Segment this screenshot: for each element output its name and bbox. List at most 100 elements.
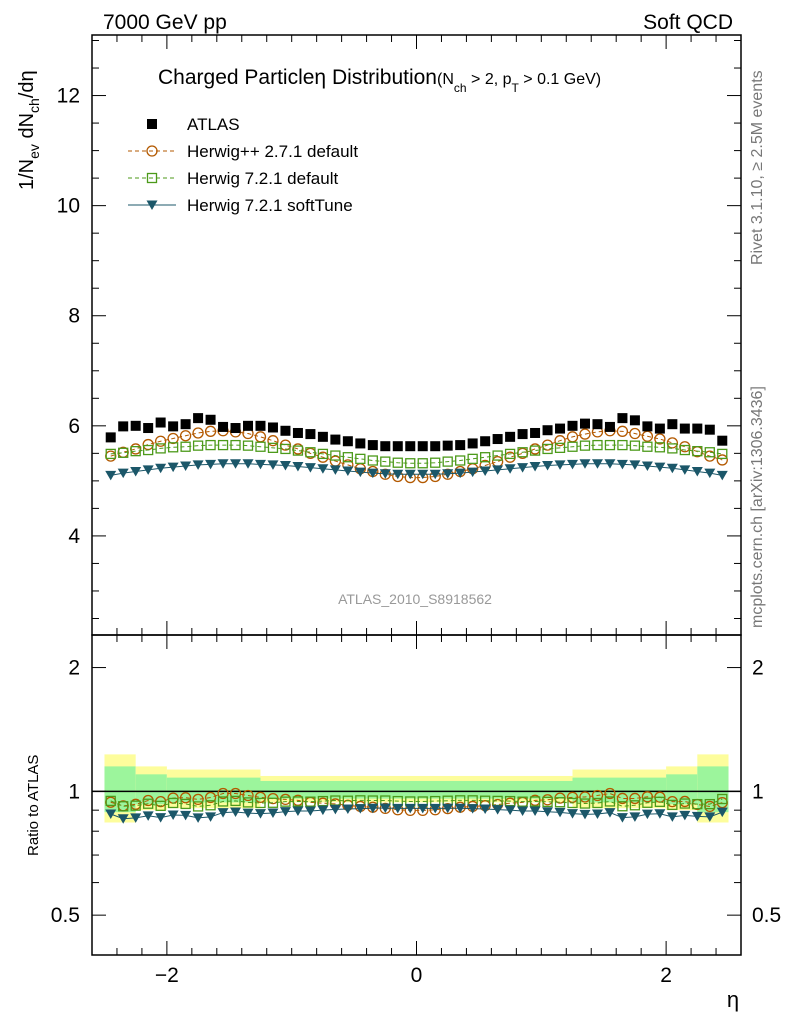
point-herwig721 — [542, 443, 553, 455]
point-herwigpp — [267, 435, 279, 447]
ratio-point-softtune — [492, 805, 504, 815]
ratio-point-softtune — [142, 811, 154, 821]
point-herwigpp — [716, 454, 728, 466]
ratio-point-herwig721 — [517, 796, 528, 807]
point-herwig721 — [167, 442, 179, 453]
ratio-point-herwigpp — [192, 793, 204, 806]
point-softtune — [567, 459, 579, 470]
point-herwig721 — [380, 456, 391, 467]
y-tick-label-right: 2 — [752, 657, 764, 680]
point-softtune — [429, 469, 441, 480]
point-atlas — [467, 438, 478, 449]
ratio-point-herwig721 — [717, 793, 728, 805]
ratio-point-softtune — [329, 804, 341, 815]
x-tick-label: −2 — [155, 964, 179, 987]
point-atlas — [180, 419, 191, 430]
point-herwig721 — [504, 448, 516, 460]
point-herwigpp — [179, 430, 192, 442]
ratio-point-softtune — [342, 804, 354, 814]
y-tick-label-right: 1 — [752, 780, 764, 803]
ratio-point-herwig721 — [267, 797, 279, 808]
ratio-point-herwig721 — [280, 796, 291, 807]
ratio-point-softtune — [641, 809, 653, 820]
point-herwigpp — [167, 432, 179, 445]
header-left: 7000 GeV pp — [103, 11, 227, 34]
point-atlas — [193, 413, 204, 424]
point-softtune — [180, 461, 192, 472]
point-herwig721 — [367, 455, 378, 466]
point-softtune — [691, 467, 703, 477]
point-herwig721 — [679, 444, 690, 456]
ratio-point-softtune — [267, 808, 279, 818]
ratio-point-softtune — [691, 811, 703, 822]
ratio-point-softtune — [155, 813, 167, 823]
point-atlas — [629, 415, 640, 426]
ratio-point-herwig721 — [554, 797, 566, 808]
ratio-point-herwig721 — [629, 800, 641, 811]
point-softtune — [504, 464, 516, 474]
y-tick-label: 6 — [68, 415, 80, 438]
point-atlas — [168, 421, 179, 432]
point-atlas — [243, 420, 254, 431]
point-softtune — [279, 460, 291, 471]
point-herwig721 — [143, 444, 154, 456]
point-herwigpp — [666, 437, 679, 449]
ratio-point-softtune — [292, 806, 304, 816]
ratio-point-herwig721 — [230, 795, 241, 807]
ratio-point-herwig721 — [317, 795, 329, 807]
ratio-point-herwigpp — [629, 792, 641, 805]
point-herwig721 — [118, 447, 129, 458]
point-atlas — [292, 427, 303, 438]
point-herwig721 — [392, 457, 403, 468]
point-softtune — [679, 465, 691, 475]
point-herwig721 — [317, 448, 329, 460]
ratio-point-softtune — [242, 808, 254, 819]
point-atlas — [205, 414, 216, 425]
point-herwigpp — [554, 435, 566, 447]
ratio-point-softtune — [704, 812, 716, 822]
point-herwig721 — [455, 455, 466, 466]
point-atlas — [692, 423, 703, 434]
ratio-point-softtune — [130, 813, 142, 823]
ratio-data-points — [105, 787, 728, 824]
x-tick-label: 0 — [411, 964, 423, 987]
point-atlas — [579, 418, 590, 429]
point-atlas — [492, 434, 503, 445]
point-herwig721 — [430, 457, 441, 468]
point-herwig721 — [492, 450, 503, 461]
point-atlas — [342, 436, 353, 447]
point-softtune — [716, 470, 728, 481]
analysis-watermark: ATLAS_2010_S8918562 — [338, 591, 492, 607]
main-axis-ticks: 4 6 8 10 12 — [57, 35, 742, 635]
ratio-point-herwigpp — [204, 791, 217, 804]
point-softtune — [492, 465, 504, 475]
point-atlas — [654, 423, 665, 434]
ratio-point-softtune — [379, 803, 391, 814]
point-atlas — [105, 432, 116, 443]
legend-label: Herwig++ 2.7.1 default — [187, 142, 358, 161]
point-herwig721 — [130, 445, 141, 457]
point-atlas — [704, 424, 715, 435]
ratio-point-herwig721 — [617, 801, 628, 812]
point-softtune — [579, 459, 591, 469]
line-herwig-7-2-1-default — [110, 444, 723, 464]
point-softtune — [117, 468, 129, 479]
y-tick-label: 8 — [68, 305, 80, 328]
point-herwig721 — [617, 439, 628, 451]
ratio-point-herwigpp — [604, 787, 616, 800]
point-herwig721 — [205, 439, 216, 451]
ratio-point-softtune — [205, 812, 217, 822]
ratio-point-herwigpp — [254, 791, 267, 803]
point-herwigpp — [579, 428, 591, 440]
point-softtune — [417, 469, 429, 480]
legend-label: ATLAS — [187, 115, 240, 134]
point-softtune — [254, 459, 266, 470]
point-softtune — [342, 466, 354, 476]
point-atlas — [530, 427, 541, 438]
point-herwig721 — [592, 439, 603, 451]
point-herwig721 — [579, 440, 591, 451]
point-atlas — [542, 425, 553, 436]
ratio-point-softtune — [579, 809, 591, 820]
point-herwig721 — [180, 441, 191, 452]
point-herwig721 — [642, 441, 653, 452]
